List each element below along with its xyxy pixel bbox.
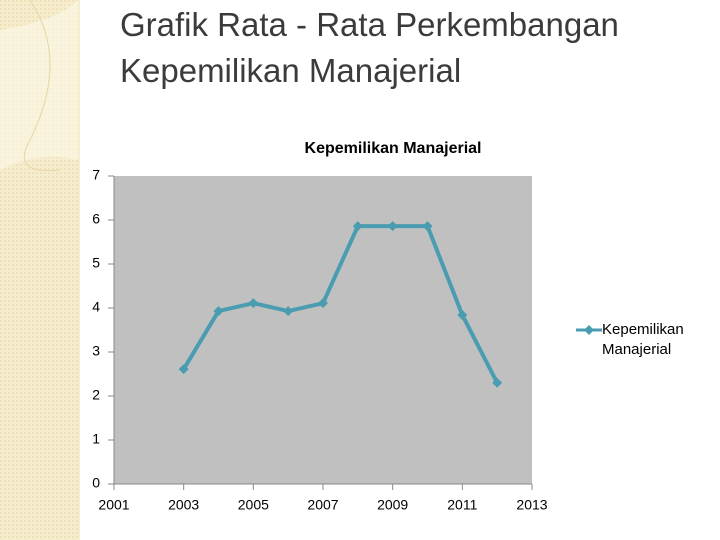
x-tick-label: 2011 bbox=[447, 497, 477, 513]
data-point bbox=[492, 377, 503, 388]
legend-diamond bbox=[584, 325, 594, 335]
plot-area bbox=[114, 176, 532, 484]
side-curve bbox=[0, 0, 78, 170]
x-tick-label: 2013 bbox=[516, 497, 547, 513]
data-point bbox=[248, 298, 259, 309]
y-tick-label: 5 bbox=[92, 255, 100, 271]
side-line bbox=[23, 0, 61, 172]
x-tick-label: 2009 bbox=[377, 497, 408, 513]
y-tick-label: 3 bbox=[92, 343, 100, 359]
x-tick-label: 2003 bbox=[168, 497, 199, 513]
data-point bbox=[283, 306, 294, 317]
slide-title: Grafik Rata - Rata Perkembangan Kepemili… bbox=[120, 6, 619, 89]
data-point bbox=[422, 221, 433, 232]
data-point bbox=[318, 298, 328, 309]
data-point bbox=[352, 221, 363, 232]
data-point bbox=[457, 310, 468, 321]
legend-marker bbox=[576, 325, 602, 335]
y-tick-label: 7 bbox=[92, 167, 100, 183]
x-tick-label: 2001 bbox=[98, 497, 129, 513]
y-tick-label: 0 bbox=[92, 475, 100, 491]
series-line bbox=[181, 224, 499, 384]
data-point bbox=[178, 364, 189, 375]
y-tick-label: 4 bbox=[92, 299, 100, 315]
x-tick-label: 2005 bbox=[238, 497, 269, 513]
legend: Kepemilikan Manajerial bbox=[576, 320, 706, 360]
y-tick-label: 1 bbox=[92, 431, 100, 447]
x-tick-label: 2007 bbox=[307, 497, 338, 513]
y-tick-label: 2 bbox=[92, 387, 100, 403]
data-point bbox=[387, 221, 398, 232]
chart-title: Kepemilikan Manajerial bbox=[305, 140, 482, 157]
y-tick-label: 6 bbox=[92, 211, 100, 227]
legend-label: Kepemilikan Manajerial bbox=[602, 321, 684, 358]
data-point bbox=[213, 306, 224, 317]
